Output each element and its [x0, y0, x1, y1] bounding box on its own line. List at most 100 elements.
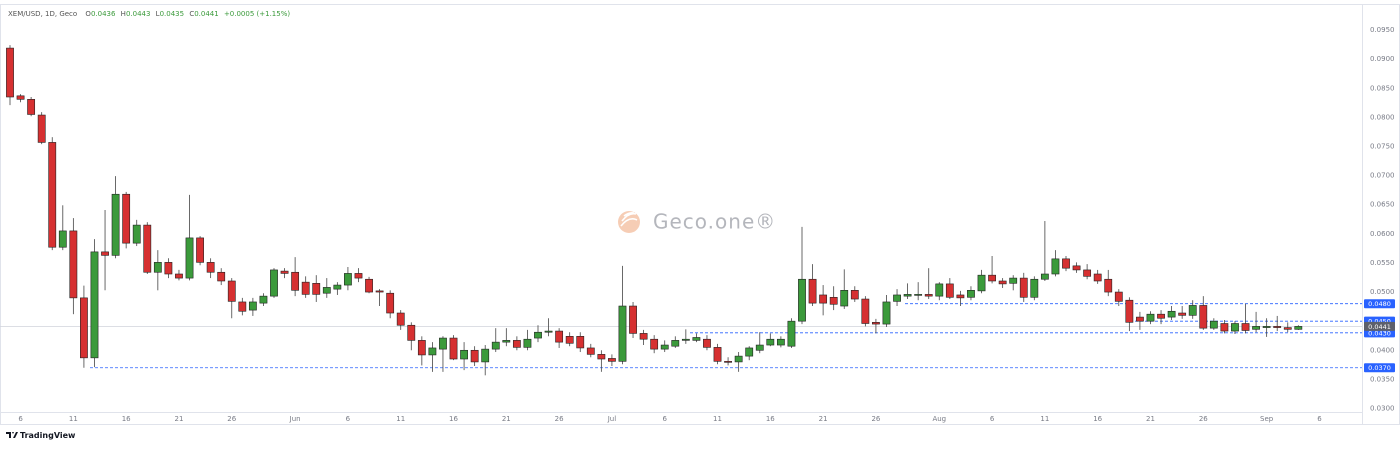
brand-text: TradingView [20, 431, 76, 440]
y-tick-label: 0.0950 [1370, 26, 1395, 34]
candle-body [745, 347, 754, 357]
candle-body [502, 340, 511, 343]
candle-body [122, 193, 131, 244]
candle-body [449, 337, 458, 360]
candle-body [967, 290, 975, 298]
level-label: 0.0430 [1368, 329, 1391, 337]
y-tick-label: 0.0850 [1370, 84, 1395, 92]
legend-key: O [85, 10, 91, 18]
candle-body [924, 294, 933, 297]
candle-body [882, 301, 891, 325]
x-tick-label: 26 [1199, 415, 1208, 423]
candle-body [861, 298, 870, 324]
candle-body [1188, 305, 1197, 316]
candle-body [1114, 291, 1123, 302]
candle-body [6, 47, 14, 98]
x-tick-label: 6 [990, 415, 995, 423]
candle-body [301, 281, 310, 295]
candle-body [1273, 326, 1282, 328]
candle-body [164, 262, 173, 275]
y-tick-label: 0.0700 [1370, 172, 1395, 180]
candle-body [90, 251, 99, 359]
candle-body [1209, 320, 1218, 329]
candle-body [481, 348, 490, 363]
x-tick-label: 11 [1040, 415, 1049, 423]
legend-value: 0.0435 [160, 10, 185, 18]
candle-body [776, 338, 785, 346]
y-tick-label: 0.0750 [1370, 142, 1395, 150]
candle-body [998, 280, 1007, 285]
watermark-text: Geco.one® [653, 210, 776, 234]
candle-body [555, 330, 564, 343]
x-tick-label: Sep [1260, 415, 1274, 423]
level-box [1364, 363, 1395, 373]
candle-body [1051, 258, 1060, 275]
last-price-box [1364, 321, 1395, 331]
candle-body [1283, 327, 1292, 330]
candle-body [893, 294, 901, 302]
candle-body [692, 337, 701, 341]
legend-change: +0.0005 (+1.15%) [224, 10, 290, 18]
candle-body [1294, 326, 1303, 330]
candle-body [280, 270, 289, 274]
candle-body [428, 347, 437, 356]
candle-body [491, 341, 500, 350]
watermark: Geco.one® [618, 210, 776, 234]
candle-body [16, 95, 25, 100]
y-tick-label: 0.0900 [1370, 55, 1395, 63]
x-tick-label: 16 [122, 415, 131, 423]
candle-body [1262, 326, 1271, 328]
candle-body [819, 294, 828, 304]
candle-body [344, 273, 352, 286]
candle-body [808, 278, 817, 304]
legend-key: C [189, 10, 194, 18]
candle-body [1199, 305, 1208, 329]
candle-body [80, 297, 88, 359]
candle-body [101, 251, 109, 256]
x-tick-label: 21 [174, 415, 183, 423]
x-tick-label: 21 [502, 415, 511, 423]
candle-body [671, 340, 680, 347]
legend-value: 0.0443 [126, 10, 151, 18]
candle-body [132, 224, 141, 244]
candle-body [238, 301, 247, 312]
x-tick-label: Aug [932, 415, 946, 423]
candle-body [576, 336, 585, 349]
candle-body [153, 262, 162, 273]
x-tick-label: 26 [555, 415, 564, 423]
level-box [1364, 299, 1395, 309]
candle-body [1136, 316, 1144, 322]
brand-logo [6, 432, 18, 438]
candle-body [660, 344, 669, 350]
candle-body [914, 294, 923, 296]
candle-body [439, 337, 447, 350]
candle-body [512, 340, 521, 348]
candle-body [69, 230, 78, 299]
candle-body [27, 99, 36, 115]
x-tick-label: 6 [662, 415, 667, 423]
y-tick-label: 0.0500 [1370, 288, 1395, 296]
candle-body [1231, 323, 1239, 332]
y-tick-label: 0.0350 [1370, 375, 1395, 383]
candle-body [903, 294, 912, 297]
legend-key: L [156, 10, 160, 18]
y-tick-label: 0.0600 [1370, 230, 1395, 238]
candle-body [196, 237, 204, 263]
candle-body [143, 224, 152, 273]
candle-body [840, 290, 849, 307]
candle-body [755, 344, 764, 351]
candle-body [1040, 273, 1049, 280]
candle-body [227, 280, 236, 302]
candle-body [586, 347, 595, 355]
candle-body [713, 347, 722, 362]
candle-body [111, 193, 120, 256]
candle-body [270, 269, 278, 297]
candle-body [48, 142, 57, 248]
brand: TradingView [6, 431, 76, 440]
legend-value: 0.0436 [91, 10, 116, 18]
candle-body [724, 361, 732, 363]
candle-body [1062, 258, 1070, 269]
candle-body [206, 262, 215, 273]
